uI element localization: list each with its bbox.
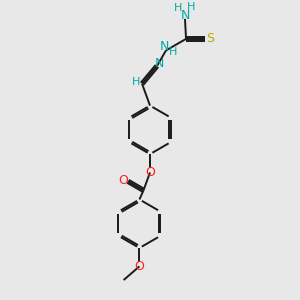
Text: N: N [160, 40, 170, 53]
Text: H: H [187, 2, 195, 12]
Text: H: H [169, 46, 177, 56]
Text: S: S [206, 32, 214, 45]
Text: H: H [174, 3, 182, 13]
Text: H: H [132, 77, 140, 87]
Text: O: O [118, 174, 128, 187]
Text: N: N [154, 57, 164, 70]
Text: O: O [134, 260, 144, 273]
Text: N: N [180, 9, 190, 22]
Text: O: O [145, 166, 155, 179]
